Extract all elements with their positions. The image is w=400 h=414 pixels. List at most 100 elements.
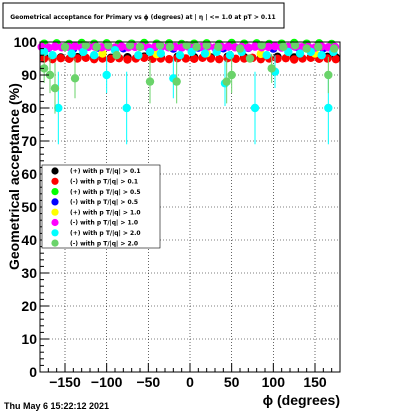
x-tick-label: 50 [224,374,240,390]
data-point [200,49,210,58]
data-point [227,70,236,80]
data-point [45,70,55,80]
data-point [79,47,88,57]
data-point [125,41,135,50]
legend-marker [51,229,59,237]
legend-label: (+) with p T/|q| > 2.0 [70,230,141,237]
chart-title-box: Geometrical acceptance for Primary vs ϕ … [2,2,285,29]
y-tick-label: 100 [14,34,38,50]
data-point [135,42,145,52]
data-point [239,54,249,63]
data-point [250,42,260,51]
y-tick-label: 20 [21,298,37,314]
legend-marker [51,239,59,247]
data-point [264,42,273,52]
data-point [164,54,174,64]
y-tick-label: 70 [21,133,37,149]
data-point [39,64,49,73]
data-point [250,103,260,113]
data-point [89,51,99,60]
series-8 [39,41,339,114]
data-point [290,41,300,50]
data-point [92,42,101,52]
y-tick-label: 50 [21,199,37,215]
x-tick-label: 0 [186,374,194,390]
legend-label: (+) with p T/|q| > 1.0 [70,209,141,216]
data-point [189,54,199,64]
data-point [329,44,339,53]
data-point [175,51,185,60]
data-point [145,77,155,86]
data-point [70,42,80,51]
legend-marker [51,198,59,206]
data-point [302,44,311,53]
data-point [202,41,211,50]
data-point [270,42,280,51]
axis-ticks [39,41,341,373]
legend-marker [51,218,59,227]
data-point [50,84,60,93]
data-point [214,42,223,52]
data-point [122,103,131,113]
x-tick-label: −100 [91,374,123,390]
data-point [156,49,166,58]
y-tick-label: 40 [21,232,37,248]
data-point [98,49,107,58]
data-point [295,49,305,58]
data-point [314,42,323,52]
data-point [67,49,76,58]
data-point [289,55,299,64]
x-tick-label: 100 [262,374,286,390]
data-point [112,51,121,60]
legend-label: (+) with p T/|q| > 0.1 [70,168,141,175]
legend-label: (-) with p T/|q| > 2.0 [70,240,138,247]
legend-label: (-) with p T/|q| > 1.0 [70,220,138,227]
legend-marker [51,208,59,216]
data-point [123,55,132,64]
data-point [192,42,201,52]
data-point [214,54,224,64]
data-point [117,42,126,51]
data-point [244,43,253,52]
y-tick-label: 80 [21,100,37,116]
y-axis-title: Geometrical acceptance (%) [6,83,22,270]
data-point [324,70,333,80]
data-point [165,42,175,52]
x-axis-title: ϕ (degrees) [263,392,340,408]
data-point [56,53,66,63]
legend-box [41,164,161,249]
data-point [262,51,271,60]
x-tick-label: −150 [49,374,81,390]
data-point [50,42,60,51]
x-tick-labels: −150 −100 −50 0 50 100 150 [49,374,327,390]
data-point [331,54,341,64]
data-point [54,103,63,113]
legend-label: (-) with p T/|q| > 0.1 [70,179,138,186]
y-tick-label: 30 [21,265,37,281]
legend-marker [51,188,59,196]
data-point [134,51,143,60]
chart-title: Geometrical acceptance for Primary vs ϕ … [10,14,276,21]
y-tick-label: 90 [21,67,37,83]
grid [40,42,340,372]
data-point [104,41,113,50]
data-point [155,41,165,50]
data-point [257,41,266,50]
data-point [235,44,245,53]
data-point [70,74,80,83]
data-point [317,51,326,60]
y-tick-label: 10 [21,331,37,347]
data-point [39,47,49,57]
x-tick-label: −50 [136,374,160,390]
data-point [222,77,231,86]
timestamp: Thu May 6 15:22:12 2021 [4,401,109,411]
data-point [145,47,155,57]
y-tick-label: 0 [29,364,37,380]
data-point [324,103,333,113]
legend: (+) with p T/|q| > 0.1 (-) with p T/|q| >… [41,164,161,249]
data-point [172,77,181,86]
data-point [224,42,233,51]
legend-label: (+) with p T/|q| > 0.5 [70,189,141,196]
data-point [279,42,288,52]
